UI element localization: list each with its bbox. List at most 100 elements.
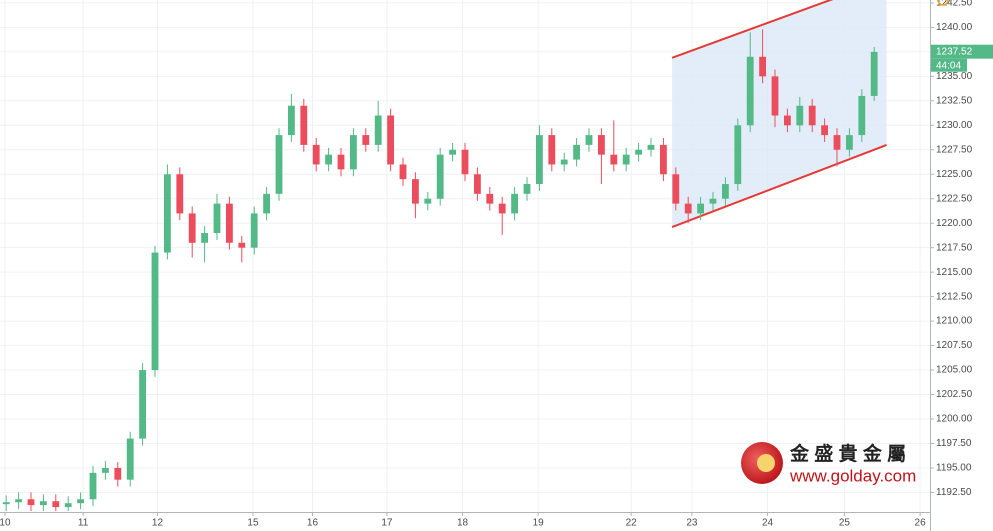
candle-body [15, 499, 23, 503]
candle-body [746, 56, 754, 126]
y-tick-label: 1205.00 [936, 365, 973, 376]
candle-body [610, 154, 618, 165]
channel-line [671, 143, 887, 229]
x-tick-label: 17 [381, 518, 393, 529]
y-tick-label: 1220.00 [936, 218, 973, 229]
candle-body [337, 154, 345, 170]
y-tick-label: 1225.00 [936, 169, 973, 180]
candle-body [213, 203, 221, 233]
candle-body [734, 125, 742, 185]
candle-body [349, 135, 357, 170]
candle-body [52, 501, 60, 508]
candle-body [684, 203, 692, 214]
x-tick-label: 25 [839, 518, 851, 529]
y-tick-label: 1222.50 [936, 193, 973, 204]
candle-body [672, 174, 680, 204]
candle-body [225, 203, 233, 243]
y-tick-label: 1230.00 [936, 120, 973, 131]
candle-body [709, 198, 717, 204]
candle-body [250, 213, 258, 248]
candle-body [548, 135, 556, 165]
logo-inner [757, 454, 775, 472]
candle-body [275, 135, 283, 194]
candle-body [833, 135, 841, 150]
channel-area [672, 0, 887, 228]
candle-body [511, 193, 519, 214]
candle-body [697, 203, 705, 214]
candle-body [436, 154, 444, 199]
candle-body [845, 135, 853, 150]
last-price-tag [931, 44, 993, 59]
channel-line [671, 0, 834, 59]
candle-body [573, 144, 581, 160]
x-tick-label: 24 [762, 518, 774, 529]
candle-body [870, 51, 878, 96]
candle-body [411, 179, 419, 204]
y-tick-label: 1202.50 [936, 389, 973, 400]
y-tick-label: 1227.50 [936, 144, 973, 155]
y-tick-label: 1210.00 [936, 316, 973, 327]
candle-body [808, 105, 816, 126]
candle-body [263, 193, 271, 214]
countdown-label: 44:04 [936, 60, 961, 71]
alert-icon[interactable] [937, 0, 949, 6]
candle-body [461, 149, 469, 175]
x-tick-label: 18 [457, 518, 469, 529]
candle-body [77, 499, 85, 504]
candle-body [300, 105, 308, 145]
candle-body [101, 467, 109, 473]
candle-body [64, 503, 72, 508]
candle-body [325, 154, 333, 165]
candle-body [771, 76, 779, 116]
countdown-tag [931, 58, 967, 72]
y-tick-label: 1207.50 [936, 340, 973, 351]
candle-body [238, 242, 246, 248]
y-tick-label: 1200.00 [936, 414, 973, 425]
y-tick-label: 1197.50 [936, 438, 972, 449]
x-tick-label: 22 [626, 518, 638, 529]
y-tick-label: 1232.50 [936, 95, 973, 106]
candle-body [498, 203, 506, 214]
candle-body [163, 174, 171, 253]
candle-body [114, 467, 122, 480]
candle-body [27, 499, 35, 506]
candle-body [585, 135, 593, 145]
x-tick-label: 16 [307, 518, 319, 529]
y-tick-label: 1217.50 [936, 242, 973, 253]
x-tick-label: 10 [0, 518, 11, 529]
candle-body [201, 232, 209, 243]
candle-body [176, 174, 184, 214]
candle-body [139, 370, 147, 439]
candle-body [523, 184, 531, 194]
x-tick-label: 11 [78, 518, 89, 529]
candle-body [151, 252, 159, 371]
x-tick-label: 26 [915, 518, 927, 529]
candle-body [721, 184, 729, 199]
candle-body [374, 115, 382, 145]
candle-body [387, 115, 395, 165]
watermark-url: www.golday.com [789, 466, 916, 485]
candle-body [560, 159, 568, 165]
y-tick-label: 1212.50 [936, 291, 973, 302]
y-tick-label: 1242.50 [936, 0, 973, 9]
candle-body [39, 501, 47, 506]
candle-body [783, 115, 791, 126]
candle-body [486, 193, 494, 204]
watermark-title: 金 盛 貴 金 屬 [789, 442, 906, 465]
y-tick-label: 1195.00 [936, 463, 972, 474]
x-tick-label: 19 [533, 518, 545, 529]
candle-body [597, 135, 605, 155]
candle-body [287, 105, 295, 136]
candle-body [2, 502, 10, 505]
x-tick-label: 12 [152, 518, 164, 529]
candle-body [362, 135, 370, 145]
candle-body [126, 438, 134, 480]
y-tick-label: 1215.00 [936, 267, 973, 278]
y-tick-label: 1235.00 [936, 71, 973, 82]
y-tick-label: 1240.00 [936, 22, 973, 33]
candle-body [858, 95, 866, 136]
candle-body [535, 135, 543, 185]
watermark: 金 盛 貴 金 屬 www.golday.com [741, 442, 916, 485]
last-price-label: 1237.52 [936, 46, 973, 57]
